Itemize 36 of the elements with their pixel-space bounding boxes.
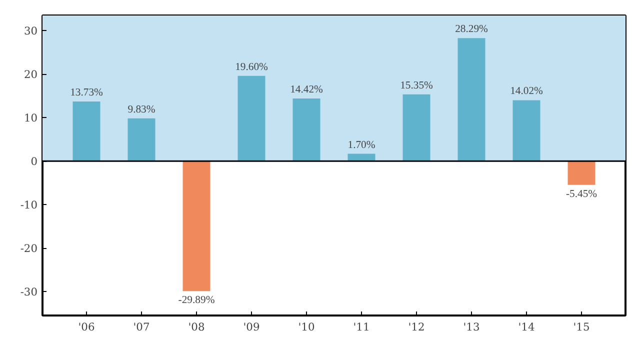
y-tick-label: 0 <box>30 155 38 168</box>
bar <box>292 98 320 162</box>
y-tick-label: 20 <box>24 68 38 82</box>
x-tick-label: '10 <box>298 320 315 334</box>
data-label: 1.70% <box>348 140 376 151</box>
data-label: -5.45% <box>566 188 598 200</box>
x-tick-label: '08 <box>188 320 205 334</box>
data-label: 28.29% <box>455 24 488 36</box>
x-tick-label: '11 <box>353 320 370 334</box>
y-tick-label: -30 <box>20 286 38 299</box>
bar <box>128 118 156 162</box>
data-label: 13.73% <box>70 87 104 98</box>
y-tick-label: 30 <box>24 24 38 38</box>
x-tick-label: '15 <box>573 320 590 334</box>
x-tick-label: '09 <box>243 320 260 334</box>
bar <box>402 94 430 162</box>
x-tick-label: '14 <box>518 320 535 334</box>
data-label: -29.89% <box>178 295 215 306</box>
y-tick-label: -20 <box>20 242 38 256</box>
bar <box>458 38 486 162</box>
bar <box>568 161 596 185</box>
data-label: 19.60% <box>235 62 268 73</box>
bar <box>238 76 266 162</box>
y-tick-label: 10 <box>24 112 38 125</box>
y-tick-label: -10 <box>20 198 38 212</box>
data-label: 15.35% <box>400 80 434 92</box>
x-tick-label: '07 <box>133 320 150 334</box>
data-label: 9.83% <box>128 104 156 116</box>
data-label: 14.42% <box>290 84 324 96</box>
data-label: 14.02% <box>510 86 544 98</box>
bar <box>182 161 210 292</box>
x-tick-label: '06 <box>78 320 95 334</box>
x-tick-label: '12 <box>408 320 425 334</box>
x-tick-label: '13 <box>463 320 480 334</box>
bar <box>72 101 100 162</box>
bar <box>512 100 540 162</box>
